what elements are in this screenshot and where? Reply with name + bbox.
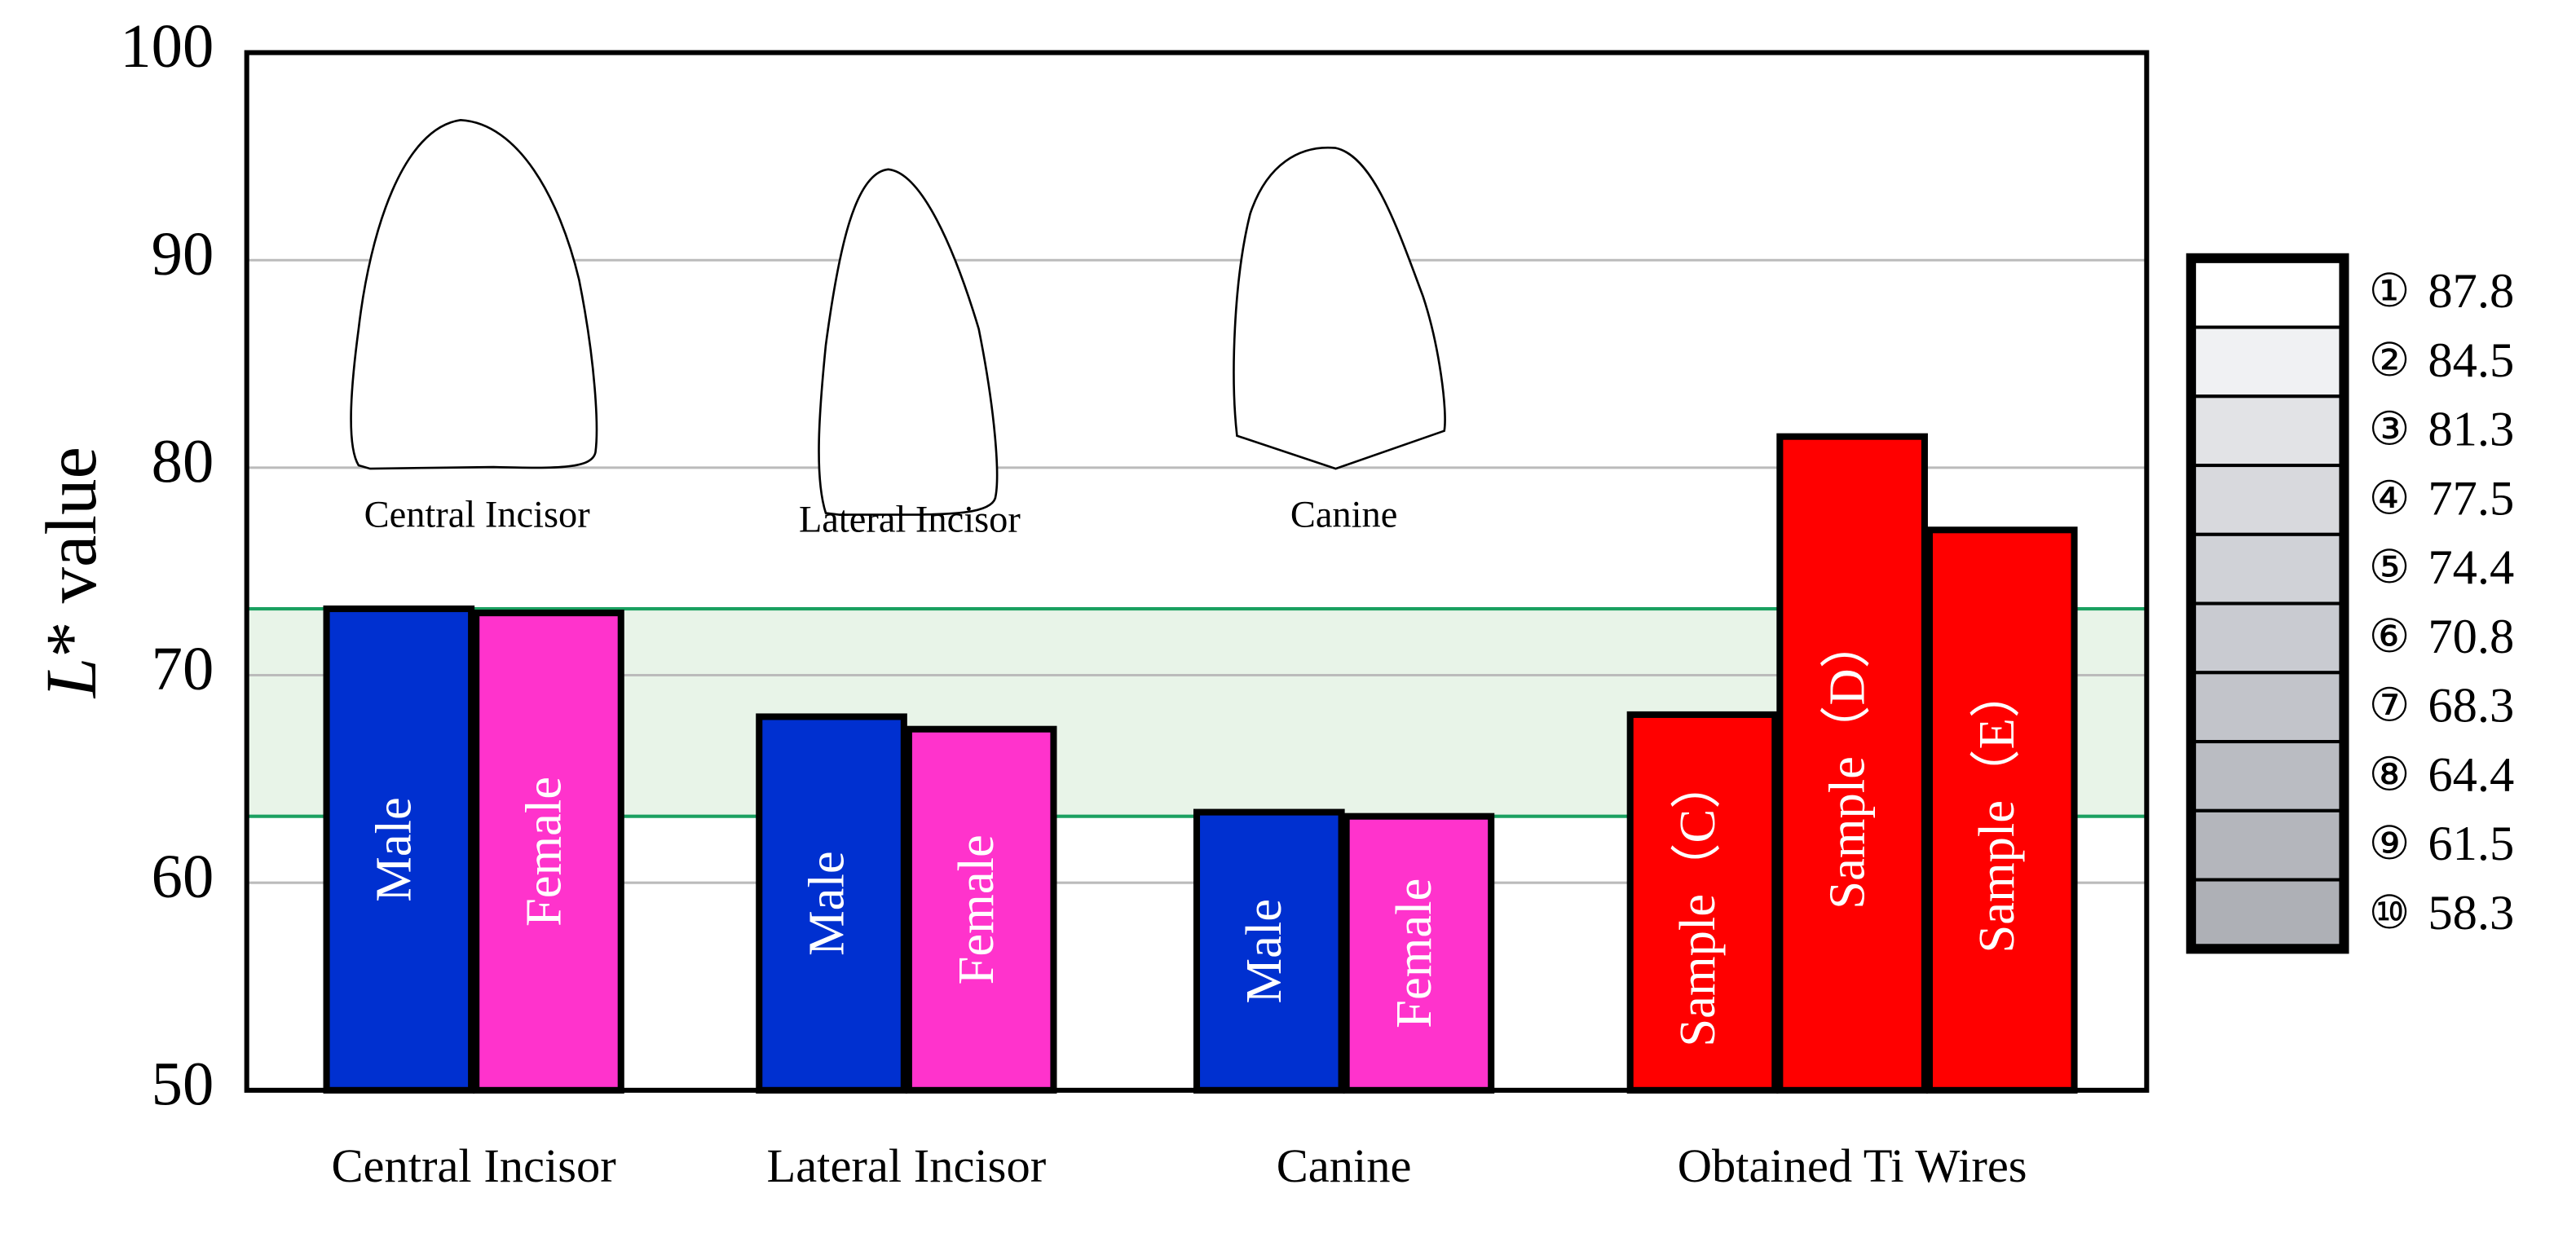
shade-cell <box>2189 532 2346 605</box>
tooth-outlines <box>350 118 1446 516</box>
shade-value: 74.4 <box>2428 540 2514 595</box>
bar-label: Sample（E） <box>1968 667 2025 953</box>
tooth-label: Lateral Incisor <box>799 499 1021 540</box>
bar-label: Sample（C） <box>1669 758 1726 1046</box>
tooth-label: Canine <box>1290 494 1397 535</box>
tooth-outline <box>818 168 999 516</box>
y-axis-label-rest: * value <box>32 447 112 658</box>
shade-symbol: ③ <box>2369 405 2411 456</box>
shade-value: 77.5 <box>2428 471 2514 526</box>
shade-cell <box>2189 740 2346 812</box>
shade-symbol: ④ <box>2369 473 2411 524</box>
shade-symbol: ⑦ <box>2369 681 2411 732</box>
y-tick-label: 90 <box>152 219 214 288</box>
bar <box>323 605 475 1094</box>
bar <box>1925 526 2078 1094</box>
bar-label: Female <box>947 834 1004 984</box>
shade-value: 58.3 <box>2428 886 2514 940</box>
shade-guide-frame <box>2186 253 2349 954</box>
y-axis-label: L* value <box>32 447 112 699</box>
shade-cell <box>2189 394 2346 468</box>
shade-symbol: ⑨ <box>2369 819 2411 870</box>
y-tick-label: 80 <box>152 426 214 495</box>
bar <box>473 610 624 1094</box>
x-tick-label: Canine <box>1277 1139 1412 1192</box>
bar-label: Female <box>514 777 571 927</box>
shade-cell <box>2189 601 2346 675</box>
bar <box>1776 433 1928 1094</box>
bar <box>905 725 1057 1094</box>
bar <box>1626 711 1779 1094</box>
bar-label: Sample（D） <box>1818 618 1875 909</box>
shade-symbol: ⑧ <box>2369 750 2411 800</box>
shade-value: 61.5 <box>2428 817 2514 871</box>
bar-label: Male <box>797 851 854 956</box>
y-axis-label-italic: L <box>32 658 112 699</box>
x-tick-label: Central Incisor <box>332 1139 616 1192</box>
shade-symbol: ⑩ <box>2369 888 2411 939</box>
bar-label: Male <box>1235 899 1292 1004</box>
tooth-label: Central Incisor <box>364 494 591 535</box>
shade-value: 81.3 <box>2428 403 2514 457</box>
shade-cell <box>2189 464 2346 536</box>
bar-label: Female <box>1385 879 1442 1028</box>
shade-symbol: ⑤ <box>2369 543 2411 593</box>
shade-symbol: ① <box>2369 266 2411 317</box>
y-tick-label: 50 <box>152 1049 214 1118</box>
bar <box>756 713 907 1094</box>
bar <box>1343 812 1495 1094</box>
y-tick-label: 60 <box>152 842 214 911</box>
plot-frame <box>244 50 2150 1093</box>
shade-cell <box>2189 878 2346 951</box>
shade-value: 87.8 <box>2428 264 2514 319</box>
shade-symbol: ② <box>2369 336 2411 386</box>
x-tick-label: Lateral Incisor <box>766 1139 1046 1192</box>
shade-value: 68.3 <box>2428 679 2514 733</box>
shade-cell <box>2189 808 2346 882</box>
shade-cell <box>2189 325 2346 399</box>
tooth-outline <box>350 118 598 470</box>
bar-label: Male <box>365 797 422 902</box>
y-tick-label: 70 <box>152 634 214 703</box>
shade-cell <box>2189 671 2346 744</box>
shade-value: 70.8 <box>2428 610 2514 664</box>
shade-value: 84.5 <box>2428 333 2514 388</box>
shade-cell <box>2189 256 2346 329</box>
x-tick-label: Obtained Ti Wires <box>1678 1139 2027 1192</box>
y-tick-label: 100 <box>120 11 214 81</box>
shade-symbol: ⑥ <box>2369 612 2411 663</box>
tooth-outline <box>1233 146 1446 470</box>
shade-value: 64.4 <box>2428 747 2514 802</box>
bar <box>1193 808 1345 1094</box>
